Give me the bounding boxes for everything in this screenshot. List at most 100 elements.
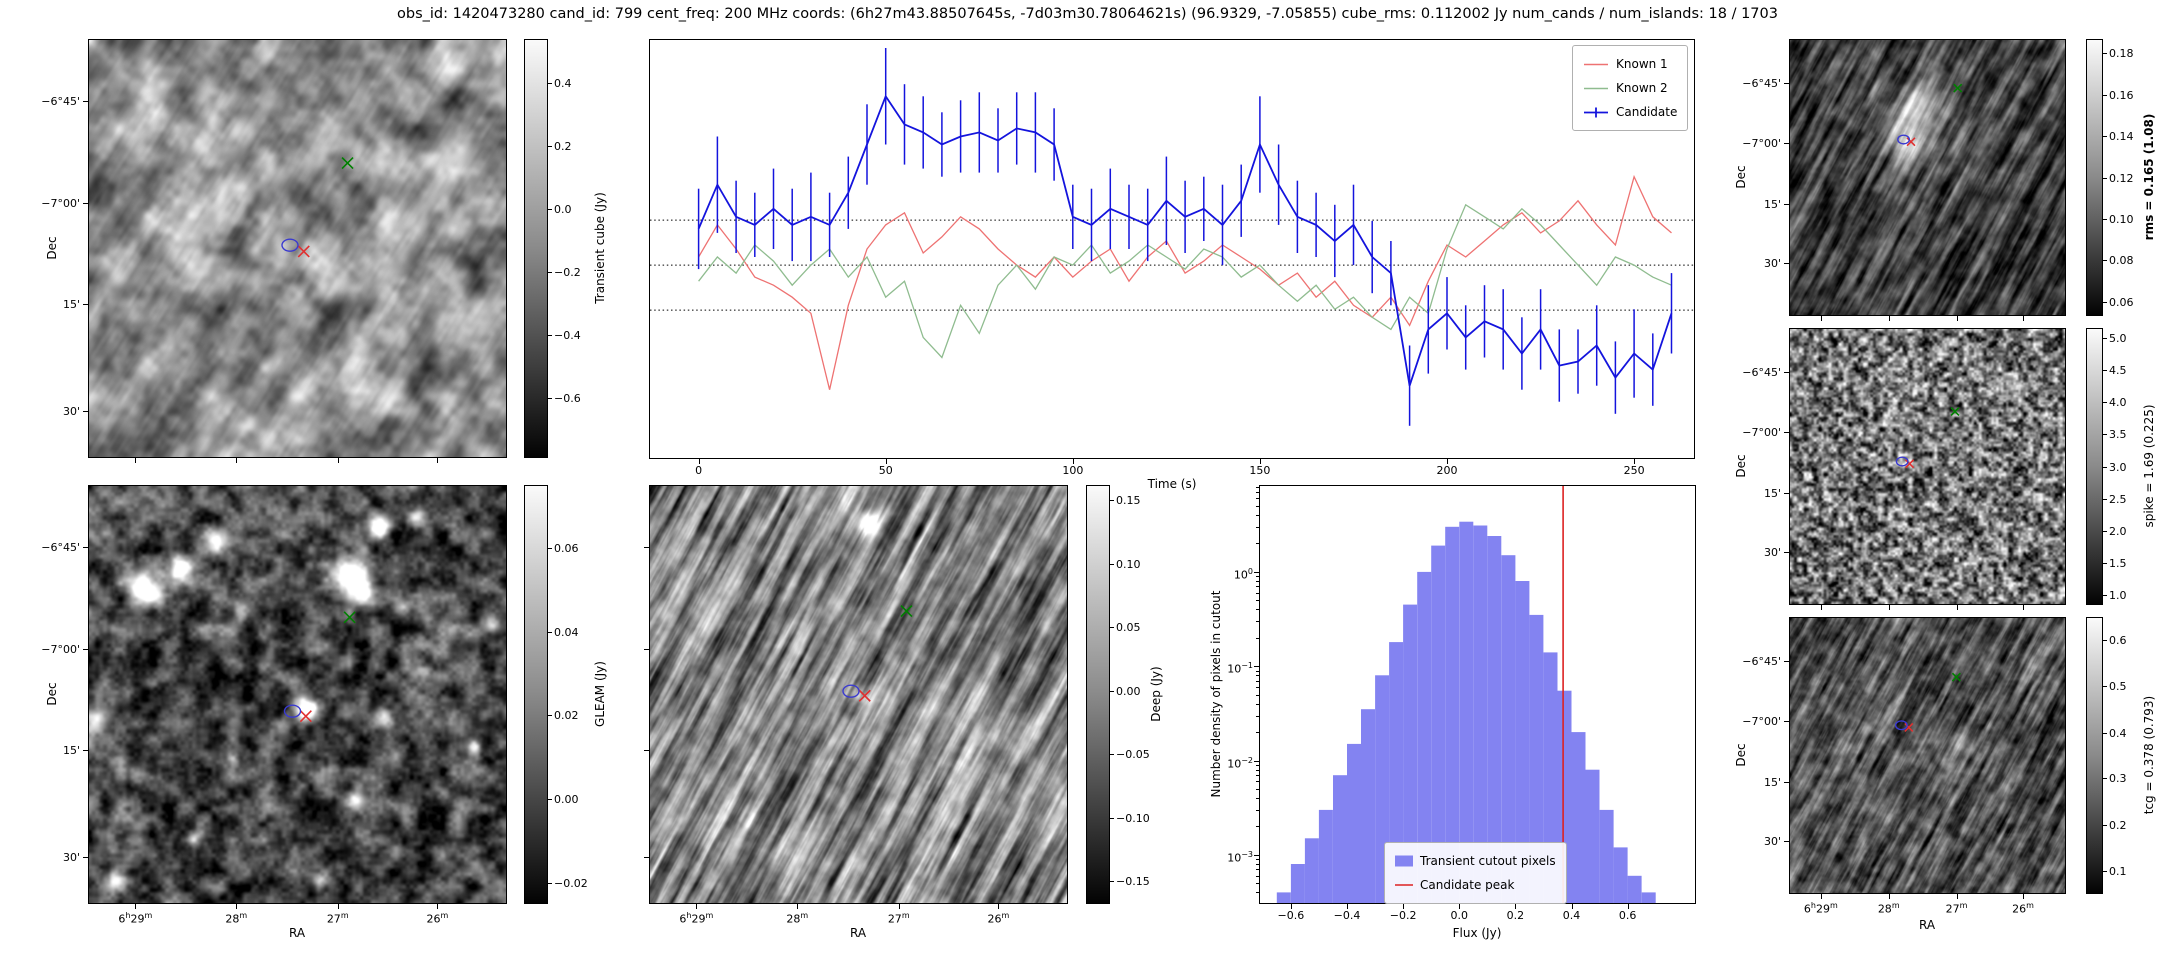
dec-tick	[1784, 720, 1789, 722]
dec-tick-label: 30'	[62, 850, 80, 864]
dec-tick-label: −7°00'	[41, 196, 80, 210]
lc-x-tick-label: 150	[1249, 464, 1271, 477]
hist-y-minor-tick	[1256, 600, 1259, 602]
colorbar-tick	[1110, 880, 1114, 882]
hist-x-tick-label: −0.2	[1389, 909, 1417, 922]
colorbar-tick-label: 4.0	[2109, 395, 2127, 409]
hist-y-minor-tick	[1256, 498, 1259, 500]
hist-bar	[1529, 614, 1544, 903]
colorbar-tick-label: 0.2	[554, 140, 572, 154]
dec-tick-label: −6°45'	[1742, 655, 1781, 669]
dec-tick-label: 15'	[62, 297, 80, 311]
hist-y-minor-tick	[1256, 592, 1259, 594]
ra-tick-label: 28m	[1877, 901, 1900, 916]
lightcurve-legend: Known 1 Known 2 Candidate	[1572, 45, 1689, 131]
colorbar-tick	[2103, 595, 2107, 597]
ra-tick	[1956, 894, 1958, 899]
hist-bar	[1347, 743, 1361, 903]
hist-y-minor-tick	[1256, 637, 1259, 639]
colorbar-tick	[2103, 369, 2107, 371]
transient-cube-cutout	[88, 39, 507, 458]
hist-bar	[1389, 642, 1404, 903]
legend-label: Known 2	[1616, 81, 1668, 95]
lc-x-tick	[885, 459, 887, 464]
hist-y-minor-tick	[1256, 732, 1259, 734]
colorbar-tick	[2103, 498, 2107, 500]
known1-circle-marker	[283, 704, 302, 718]
dec-tick-label: 30'	[1763, 257, 1781, 271]
hist-y-minor-tick	[1256, 515, 1259, 517]
legend-row: Known 1	[1583, 52, 1677, 76]
ra-tick-label: 26m	[426, 911, 449, 926]
hist-y-minor-tick	[1256, 492, 1259, 494]
histogram-xlabel: Flux (Jy)	[1452, 926, 1502, 940]
dec-axis-label: Dec	[1734, 165, 1748, 189]
lc-x-tick	[1447, 459, 1449, 464]
colorbar-tick	[548, 631, 552, 633]
spike-colorbar-label: spike = 1.69 (0.225)	[2142, 404, 2156, 528]
lightcurve-panel	[649, 39, 1695, 459]
hist-bar	[1333, 775, 1347, 903]
dec-tick	[1784, 372, 1789, 374]
dec-tick-label: −6°45'	[41, 95, 80, 109]
dec-axis-label: Dec	[1734, 454, 1748, 478]
hist-bar	[1599, 809, 1614, 903]
hist-y-tick-label: 10−1	[1227, 661, 1253, 676]
colorbar-tick	[2103, 260, 2107, 262]
ra-tick	[2023, 894, 2025, 899]
hist-y-minor-tick	[1256, 764, 1259, 766]
hist-bar	[1290, 864, 1305, 903]
dec-tick	[1784, 263, 1789, 265]
histogram-panel	[1259, 485, 1696, 904]
ra-tick	[2023, 605, 2025, 610]
deep-cutout	[649, 485, 1068, 904]
hist-bar	[1459, 521, 1474, 903]
candidate-x-marker	[1904, 722, 1914, 732]
colorbar-tick	[2103, 824, 2107, 826]
hist-x-tick	[1515, 904, 1517, 909]
colorbar-tick	[548, 547, 552, 549]
transient-markers-overlay	[281, 156, 354, 258]
hist-y-minor-tick	[1256, 788, 1259, 790]
ra-tick	[797, 904, 799, 909]
dec-tick-label: 15'	[62, 743, 80, 757]
hist-y-tick-label: 10−3	[1227, 849, 1253, 865]
dec-tick	[1784, 203, 1789, 205]
dec-axis-label: Dec	[45, 236, 59, 260]
ra-tick-label: 6h29m	[679, 911, 714, 926]
hist-x-tick	[1459, 904, 1461, 909]
hist-y-minor-tick	[1256, 670, 1259, 672]
colorbar-tick-label: 3.0	[2109, 460, 2127, 474]
dec-tick	[83, 547, 88, 549]
colorbar-tick-label: 2.0	[2109, 525, 2127, 539]
dec-tick	[1784, 661, 1789, 663]
hist-y-minor-tick	[1256, 580, 1259, 582]
dec-tick-label: −6°45'	[1742, 77, 1781, 91]
hist-y-minor-tick	[1256, 505, 1259, 507]
dec-tick-label: 30'	[1763, 835, 1781, 849]
hist-y-minor-tick	[1256, 543, 1259, 545]
ra-tick-label: 26m	[987, 911, 1010, 926]
hist-y-minor-tick	[1256, 826, 1259, 828]
colorbar-tick-label: 0.4	[554, 76, 572, 90]
hist-bar	[1501, 555, 1516, 903]
dec-tick	[83, 202, 88, 204]
colorbar-tick	[2103, 466, 2107, 468]
candidate-x-marker	[297, 245, 310, 258]
ra-tick	[696, 904, 698, 909]
lc-x-tick	[1634, 459, 1636, 464]
dec-tick	[83, 101, 88, 103]
spike-image	[1790, 329, 2065, 604]
dec-tick-label: −6°45'	[41, 541, 80, 555]
deep-colorbar	[1086, 485, 1110, 904]
known1-circle-marker	[842, 684, 860, 698]
colorbar-tick-label: 0.06	[554, 541, 579, 555]
hist-y-minor-tick	[1256, 864, 1259, 866]
colorbar-tick-label: 0.12	[2109, 171, 2134, 185]
colorbar-tick-label: 3.5	[2109, 428, 2127, 442]
colorbar-tick	[1110, 690, 1114, 692]
lightcurve-xlabel: Time (s)	[1147, 477, 1197, 491]
legend-label: Candidate peak	[1420, 878, 1515, 892]
legend-row: Candidate	[1583, 100, 1677, 124]
